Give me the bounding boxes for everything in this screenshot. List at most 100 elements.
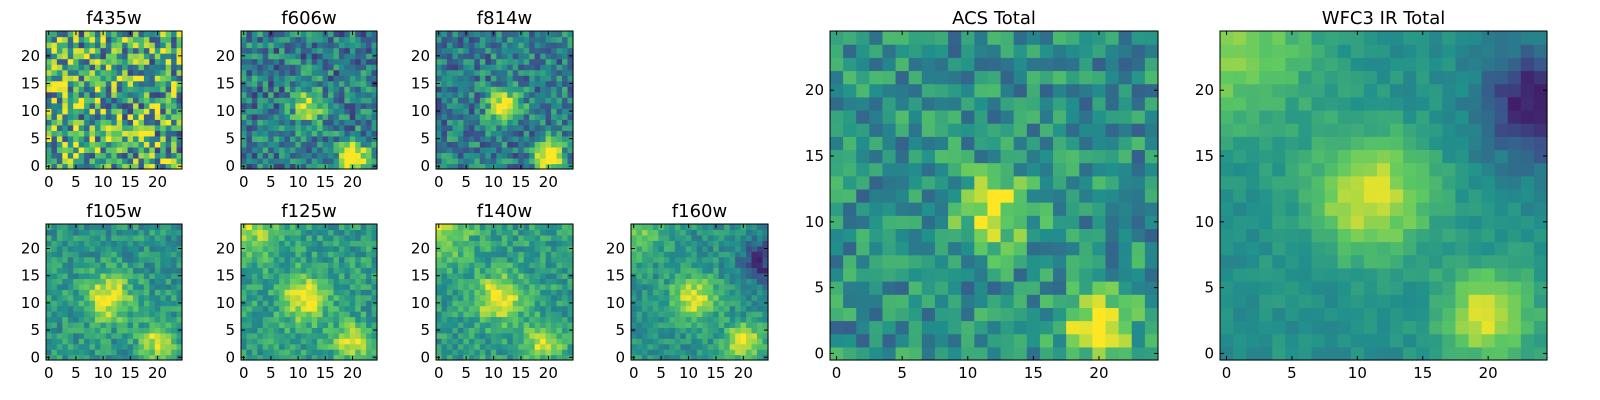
- heatmap-cell: [360, 229, 367, 236]
- heatmap-cell: [62, 47, 69, 54]
- heatmap-cell: [279, 332, 286, 339]
- heatmap-cell: [446, 294, 454, 301]
- heatmap-cell: [529, 80, 536, 87]
- heatmap-cell: [176, 91, 183, 98]
- heatmap-cell: [1131, 254, 1146, 269]
- heatmap-cell: [100, 108, 107, 115]
- heatmap-cell: [921, 307, 936, 322]
- heatmap-cell: [366, 251, 373, 258]
- heatmap-cell: [284, 102, 291, 109]
- heatmap-cell: [51, 283, 58, 290]
- heatmap-cell: [257, 135, 264, 142]
- heatmap-cell: [349, 157, 356, 165]
- heatmap-cell: [154, 272, 161, 279]
- heatmap-cell: [496, 343, 503, 350]
- heatmap-cell: [735, 343, 742, 350]
- heatmap-cell: [457, 316, 464, 323]
- heatmap-cell: [452, 267, 459, 274]
- heatmap-cell: [138, 119, 145, 126]
- heatmap-cell: [446, 42, 454, 49]
- heatmap-cell: [154, 36, 161, 43]
- heatmap-cell: [961, 175, 975, 190]
- heatmap-cell: [366, 135, 373, 142]
- heatmap-cell: [562, 157, 569, 165]
- heatmap-cell: [512, 113, 519, 120]
- heatmap-cell: [534, 146, 541, 154]
- heatmap-cell: [562, 113, 569, 120]
- heatmap-cell: [674, 256, 681, 263]
- heatmap-cell: [707, 316, 714, 323]
- heatmap-cell: [882, 320, 897, 335]
- heatmap-cell: [696, 234, 703, 241]
- x-tick-label: 20: [148, 364, 167, 382]
- heatmap-cell: [746, 316, 753, 323]
- heatmap-cell: [452, 327, 459, 334]
- heatmap-cell: [551, 124, 558, 131]
- heatmap-cell: [371, 58, 378, 65]
- heatmap-cell: [534, 256, 541, 263]
- heatmap-cell: [273, 91, 280, 98]
- heatmap-cell: [105, 124, 112, 131]
- heatmap-cell: [751, 289, 758, 296]
- heatmap-cell: [311, 300, 318, 307]
- heatmap-cell: [691, 338, 698, 345]
- heatmap-cell: [67, 349, 74, 356]
- heatmap-cell: [523, 108, 530, 115]
- heatmap-cell: [56, 152, 63, 159]
- heatmap-cell: [540, 69, 547, 76]
- heatmap-cell: [490, 108, 497, 115]
- heatmap-cell: [251, 113, 258, 120]
- heatmap-cell: [663, 354, 670, 361]
- heatmap-cell: [463, 113, 470, 120]
- heatmap-cell: [262, 234, 269, 241]
- heatmap-cell: [507, 124, 514, 131]
- heatmap-cell: [908, 320, 923, 335]
- heatmap-cell: [641, 283, 649, 290]
- heatmap-cell: [246, 332, 253, 339]
- heatmap-cell: [762, 278, 769, 285]
- heatmap-cell: [116, 75, 123, 82]
- heatmap-cell: [51, 75, 58, 82]
- heatmap-cell: [567, 91, 574, 98]
- heatmap-cell: [490, 141, 497, 148]
- heatmap-cell: [257, 338, 264, 345]
- heatmap-cell: [295, 42, 302, 49]
- heatmap-cell: [882, 281, 897, 295]
- heatmap-cell: [56, 75, 63, 82]
- heatmap-cell: [300, 141, 307, 148]
- heatmap-cell: [105, 141, 112, 148]
- heatmap-cell: [501, 267, 508, 274]
- heatmap-cell: [51, 69, 58, 76]
- heatmap-cell: [349, 272, 356, 279]
- heatmap-cell: [636, 294, 643, 301]
- heatmap-cell: [641, 229, 649, 236]
- heatmap-cell: [78, 305, 85, 312]
- heatmap-cell: [84, 69, 91, 76]
- heatmap-cell: [78, 75, 85, 82]
- heatmap-cell: [562, 321, 569, 328]
- heatmap-cell: [328, 75, 335, 82]
- heatmap-cell: [360, 58, 367, 65]
- heatmap-cell: [355, 267, 362, 274]
- heatmap-cell: [724, 267, 731, 274]
- heatmap-cell: [138, 58, 145, 65]
- heatmap-cell: [78, 245, 85, 252]
- heatmap-cell: [551, 354, 558, 361]
- heatmap-cell: [317, 36, 324, 43]
- heatmap-cell: [674, 311, 681, 318]
- heatmap-cell: [56, 42, 63, 49]
- heatmap-cell: [295, 321, 302, 328]
- heatmap-cell: [84, 97, 91, 104]
- heatmap-cell: [474, 75, 481, 82]
- heatmap-cell: [740, 343, 747, 350]
- heatmap-cell: [171, 262, 178, 269]
- heatmap-cell: [246, 305, 253, 312]
- heatmap-cell: [241, 119, 248, 126]
- heatmap-cell: [306, 224, 313, 231]
- heatmap-cell: [111, 256, 118, 263]
- heatmap-cell: [251, 251, 258, 258]
- heatmap-cell: [246, 152, 253, 159]
- heatmap-cell: [830, 307, 844, 322]
- heatmap-cell: [534, 327, 541, 334]
- heatmap-cell: [355, 36, 362, 43]
